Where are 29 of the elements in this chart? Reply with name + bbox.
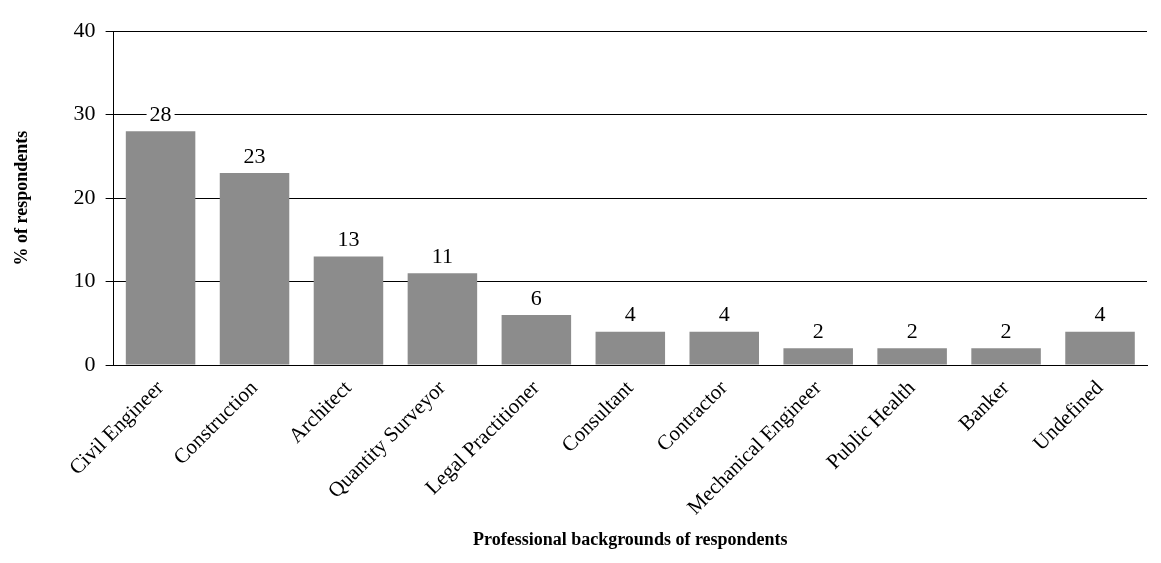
y-tick-label: 30 (73, 100, 96, 126)
y-tick-label: 10 (73, 267, 96, 293)
data-label: 13 (337, 226, 360, 252)
data-label: 4 (718, 301, 730, 327)
bar (219, 173, 290, 365)
y-axis-title: % of respondents (11, 130, 32, 266)
bar (407, 273, 478, 365)
bar (689, 331, 760, 365)
bar (1065, 331, 1135, 365)
data-label: 23 (243, 142, 266, 168)
bar (125, 131, 196, 365)
bar (877, 348, 947, 365)
bar (501, 314, 572, 365)
bar (783, 348, 853, 365)
y-tick-label: 40 (73, 16, 96, 42)
data-label: 6 (530, 284, 542, 310)
bar (971, 348, 1041, 365)
data-label: 2 (906, 318, 918, 344)
data-label: 28 (149, 101, 172, 127)
data-label: 11 (431, 243, 453, 268)
data-label: 4 (624, 301, 636, 327)
y-tick-label: 20 (73, 183, 96, 209)
data-label: 4 (1094, 301, 1106, 327)
data-label: 2 (812, 318, 824, 344)
x-axis-title: Professional backgrounds of respondents (473, 528, 788, 549)
data-label: 2 (1000, 318, 1012, 344)
bar (313, 256, 384, 365)
bar (595, 331, 666, 365)
y-tick-label: 0 (84, 350, 96, 376)
